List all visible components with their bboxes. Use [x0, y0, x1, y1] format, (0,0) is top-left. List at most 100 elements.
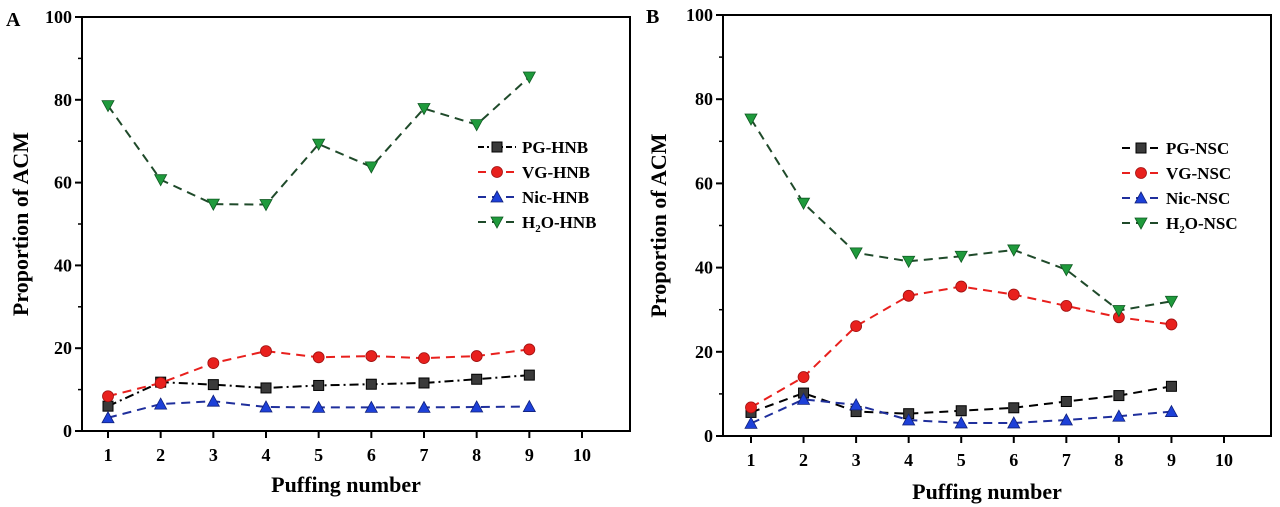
data-point [311, 400, 326, 413]
legend-label-rest: O-NSC [1185, 214, 1238, 233]
legend-marker [1134, 217, 1148, 230]
data-point [1008, 402, 1020, 414]
x-axis-title: Puffing number [912, 479, 1062, 504]
data-point [1165, 380, 1177, 392]
data-point [796, 392, 811, 405]
data-point [469, 400, 484, 413]
legend-label-subscript: 2 [535, 223, 541, 235]
data-point [523, 343, 536, 356]
legend-item: H2O-HNB [478, 213, 596, 235]
data-point [1113, 390, 1125, 402]
data-point [901, 413, 916, 426]
legend-label-main: H [1166, 214, 1179, 233]
legend-marker [490, 216, 504, 229]
legend-item: PG-NSC [1122, 139, 1229, 158]
y-tick-label: 20 [54, 338, 72, 358]
legend-marker [491, 166, 503, 178]
data-point [101, 410, 115, 424]
series-vg-hnb [102, 343, 536, 403]
data-point [849, 398, 863, 411]
data-point [153, 174, 168, 187]
y-tick-label: 60 [695, 173, 713, 193]
legend-label-main: PG-HNB [522, 138, 588, 157]
y-tick-label: 40 [695, 258, 713, 278]
legend-label: VG-HNB [522, 163, 590, 182]
data-point [260, 345, 272, 357]
data-point [744, 113, 758, 126]
data-point [365, 378, 377, 390]
series-nic-nsc [744, 392, 1179, 429]
data-point [312, 351, 325, 364]
legend-label: H2O-NSC [1166, 214, 1238, 236]
legend-label: VG-NSC [1166, 164, 1231, 183]
data-point [901, 255, 916, 269]
data-point [1007, 416, 1021, 429]
data-point [1165, 318, 1178, 331]
x-tick-label: 3 [209, 445, 218, 465]
data-point [850, 320, 863, 333]
data-point [206, 198, 221, 211]
data-point [1060, 395, 1072, 407]
legend-item: VG-NSC [1122, 164, 1231, 183]
x-tick-label: 4 [262, 445, 271, 465]
x-tick-label: 1 [747, 450, 756, 470]
legend-label: PG-NSC [1166, 139, 1229, 158]
data-point [955, 280, 968, 293]
y-tick-label: 80 [54, 90, 72, 110]
data-point [364, 400, 379, 413]
x-axis-title: Puffing number [271, 472, 421, 497]
legend-label-main: PG-NSC [1166, 139, 1229, 158]
data-point [1164, 404, 1179, 417]
data-point [469, 119, 484, 132]
y-tick-label: 100 [45, 7, 72, 27]
y-tick-label: 0 [63, 421, 72, 441]
data-point [470, 350, 483, 362]
data-point [955, 405, 967, 417]
x-tick-label: 8 [1114, 450, 1123, 470]
legend-label: H2O-HNB [522, 213, 596, 235]
data-point [954, 250, 968, 264]
data-point [418, 377, 430, 389]
data-point [259, 199, 273, 212]
x-tick-label: 1 [104, 445, 113, 465]
data-point [153, 397, 168, 410]
legend-label: Nic-NSC [1166, 189, 1230, 208]
data-point [471, 373, 483, 385]
x-tick-label: 5 [957, 450, 966, 470]
series-vg-nsc [745, 280, 1178, 414]
data-point [1060, 300, 1073, 312]
y-axis-title: Proportion of ACM [8, 132, 33, 316]
data-point [313, 379, 325, 391]
data-point [1112, 409, 1126, 422]
legend-label-main: H [522, 213, 535, 232]
data-point [418, 352, 430, 365]
data-point [797, 371, 810, 383]
data-point [206, 394, 221, 407]
data-point [364, 161, 379, 174]
data-point [796, 197, 811, 211]
legend: PG-NSC VG-NSC Nic-NSC H2O-NSC [1122, 139, 1238, 236]
data-point [1059, 264, 1074, 277]
legend-label-main: VG-NSC [1166, 164, 1231, 183]
x-tick-label: 2 [156, 445, 165, 465]
data-point [260, 382, 272, 394]
x-tick-label: 7 [1062, 450, 1071, 470]
data-point [745, 401, 757, 414]
data-point [902, 289, 915, 302]
data-point [102, 390, 114, 403]
data-point [154, 377, 167, 389]
legend-item: Nic-HNB [478, 188, 589, 207]
series-line [750, 285, 1172, 409]
legend-item: PG-HNB [478, 138, 588, 157]
legend-marker [1135, 167, 1147, 179]
data-point [259, 400, 273, 413]
data-point [849, 247, 863, 260]
data-point [102, 400, 114, 412]
x-tick-label: 10 [1215, 450, 1233, 470]
data-point [954, 416, 968, 429]
y-tick-label: 80 [695, 89, 713, 109]
data-point [1007, 244, 1021, 257]
panel-label: A [6, 9, 21, 31]
legend-item: VG-HNB [478, 163, 590, 182]
